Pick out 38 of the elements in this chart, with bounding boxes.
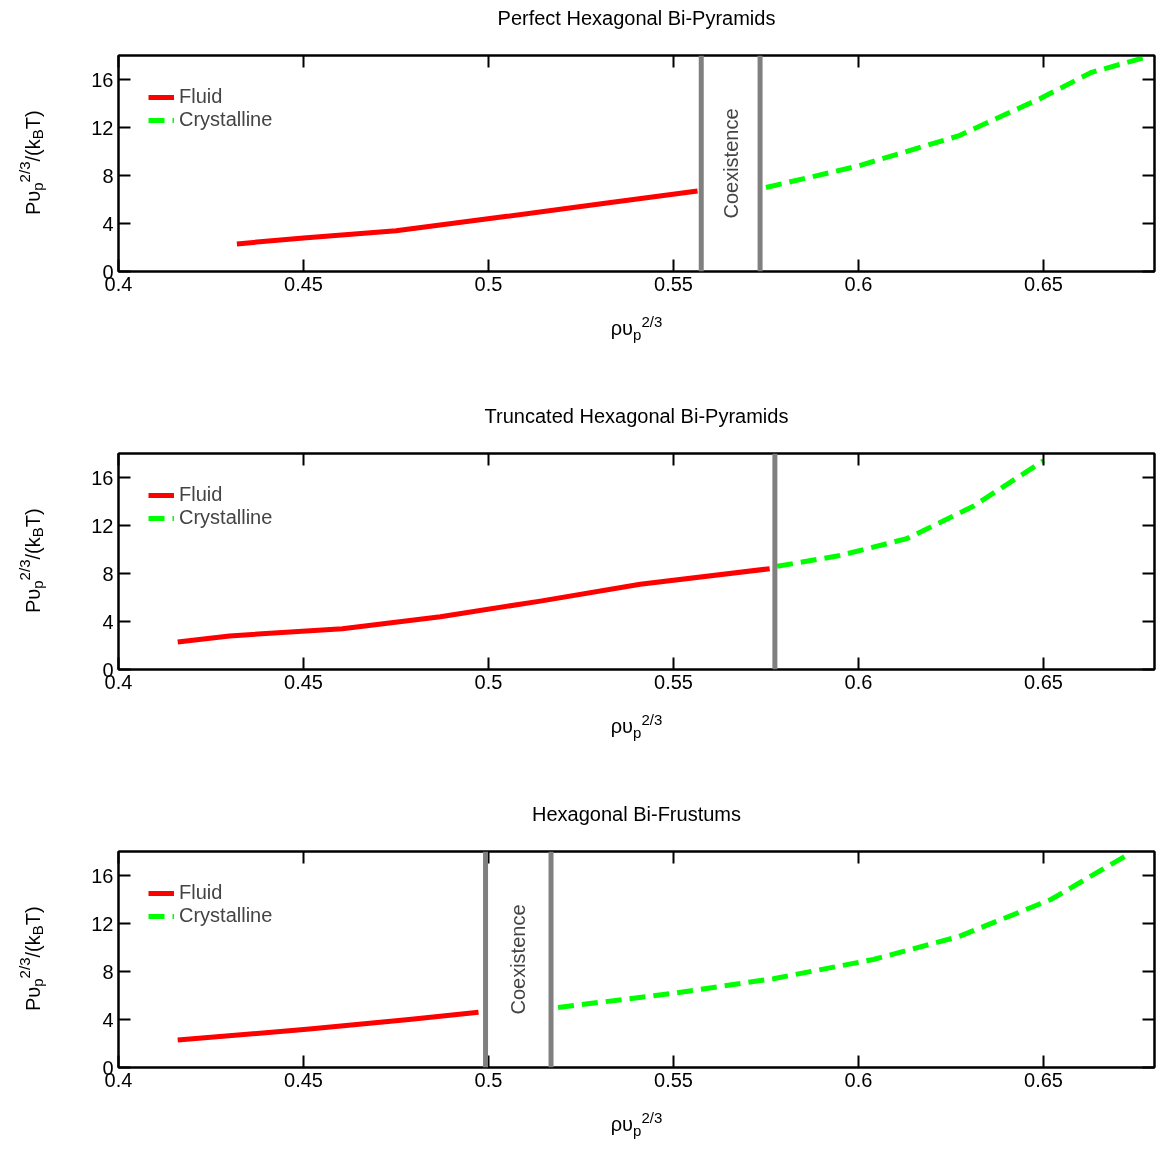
x-tick-label: 0.6 — [844, 272, 873, 295]
x-tick-label: 0.65 — [1024, 272, 1063, 295]
y-tick-label: 4 — [102, 1008, 114, 1031]
x-tick-label: 0.65 — [1024, 670, 1063, 693]
x-tick-label: 0.45 — [284, 272, 323, 295]
x-tick-label: 0.5 — [474, 1068, 503, 1091]
y-tick-label: 12 — [91, 514, 114, 537]
y-tick-label: 4 — [102, 212, 114, 235]
x-tick-label: 0.55 — [654, 670, 693, 693]
legend-label: Fluid — [179, 483, 223, 506]
annotation: Coexistence — [719, 108, 742, 219]
y-tick-label: 8 — [102, 562, 114, 585]
legend-label: Crystalline — [179, 904, 273, 927]
chart-title: Truncated Hexagonal Bi-Pyramids — [483, 404, 790, 429]
y-tick-label: 16 — [91, 68, 114, 91]
y-tick-label: 4 — [102, 610, 114, 633]
y-tick-label: 16 — [91, 864, 114, 887]
y-tick-label: 12 — [91, 912, 114, 935]
x-tick-label: 0.55 — [654, 272, 693, 295]
legend-label: Fluid — [179, 881, 223, 904]
legend-label: Crystalline — [179, 108, 273, 131]
x-tick-label: 0.6 — [844, 670, 873, 693]
y-tick-label: 8 — [102, 164, 114, 187]
x-tick-label: 0.65 — [1024, 1068, 1063, 1091]
y-tick-label: 12 — [91, 116, 114, 139]
x-tick-label: 0.5 — [474, 670, 503, 693]
x-tick-label: 0.45 — [284, 1068, 323, 1091]
y-tick-label: 16 — [91, 466, 114, 489]
legend-label: Crystalline — [179, 506, 273, 529]
y-tick-label: 8 — [102, 960, 114, 983]
legend-label: Fluid — [179, 85, 223, 108]
x-tick-label: 0.55 — [654, 1068, 693, 1091]
chart-title: Perfect Hexagonal Bi-Pyramids — [496, 6, 777, 31]
chart-title: Hexagonal Bi-Frustums — [531, 802, 742, 827]
x-tick-label: 0.5 — [474, 272, 503, 295]
x-tick-label: 0.6 — [844, 1068, 873, 1091]
annotation: Coexistence — [507, 904, 530, 1015]
x-tick-label: 0.45 — [284, 670, 323, 693]
